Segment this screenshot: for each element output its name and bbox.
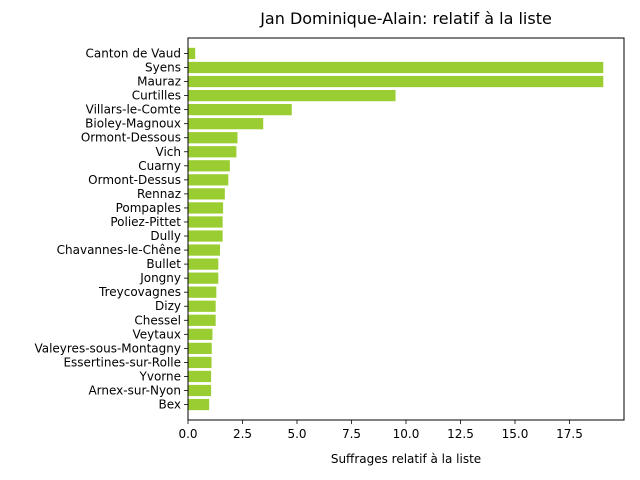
chart-title: Jan Dominique-Alain: relatif à la liste (259, 9, 552, 28)
bar (188, 258, 219, 270)
x-axis: 0.0 2.5 5.0 7.5 10.0 12.5 15.0 17.5 (178, 420, 583, 441)
x-tick-label: 5.0 (287, 427, 306, 441)
y-tick-label: Bullet (146, 257, 181, 271)
bars-group (188, 47, 604, 411)
y-tick-label: Curtilles (132, 89, 181, 103)
y-tick-label: Bioley-Magnoux (85, 117, 181, 131)
y-tick-label: Bex (158, 398, 181, 412)
x-tick-label: 15.0 (502, 427, 529, 441)
bar (188, 188, 225, 200)
plot-frame (187, 37, 625, 421)
y-tick-label: Arnex-sur-Nyon (88, 384, 181, 398)
y-tick-label: Ormont-Dessus (88, 173, 181, 187)
bar (188, 328, 213, 340)
y-tick-label: Treycovagnes (98, 285, 181, 299)
y-tick-label: Essertines-sur-Rolle (63, 355, 181, 369)
bar (188, 118, 264, 130)
y-tick-label: Dully (150, 229, 181, 243)
bar (188, 384, 212, 397)
bar (188, 61, 604, 74)
bar (188, 104, 292, 116)
x-axis-label: Suffrages relatif à la liste (331, 452, 481, 466)
bar (188, 272, 219, 284)
x-tick-label: 2.5 (233, 427, 252, 441)
y-tick-label: Ormont-Dessous (81, 131, 181, 145)
bar (188, 370, 212, 383)
bar (188, 132, 238, 144)
bar (188, 398, 210, 411)
y-tick-label: Rennaz (137, 187, 181, 201)
bar (188, 216, 223, 228)
x-tick-label: 17.5 (556, 427, 583, 441)
y-tick-label: Veytaux (132, 327, 181, 341)
y-axis: Canton de VaudSyensMaurazCurtillesVillar… (34, 46, 188, 412)
x-tick-label: 10.0 (393, 427, 420, 441)
x-tick-label: 12.5 (447, 427, 474, 441)
y-tick-label: Canton de Vaud (86, 46, 181, 60)
bar (188, 89, 396, 102)
y-tick-label: Chavannes-le-Chêne (57, 243, 181, 257)
bar (188, 286, 217, 298)
y-tick-label: Vich (156, 145, 181, 159)
x-tick-label: 7.5 (342, 427, 361, 441)
bar (188, 314, 216, 326)
y-tick-label: Mauraz (137, 75, 181, 89)
y-tick-label: Dizy (155, 299, 181, 313)
y-tick-label: Villars-le-Comte (86, 103, 181, 117)
y-tick-label: Jongny (139, 271, 181, 285)
bar (188, 342, 212, 354)
bar (188, 230, 223, 242)
bar (188, 146, 237, 158)
bar (188, 244, 221, 256)
y-tick-label: Poliez-Pittet (110, 215, 181, 229)
y-tick-label: Yvorne (139, 369, 181, 383)
x-tick-label: 0.0 (178, 427, 197, 441)
bar (188, 160, 230, 172)
y-tick-label: Valeyres-sous-Montagny (34, 341, 181, 355)
bar (188, 356, 212, 369)
y-tick-label: Pompaples (116, 201, 181, 215)
bar (188, 47, 196, 60)
bar (188, 300, 216, 312)
bar (188, 75, 604, 88)
y-tick-label: Chessel (134, 313, 181, 327)
y-tick-label: Cuarny (138, 159, 181, 173)
bar (188, 174, 229, 186)
y-tick-label: Syens (145, 60, 181, 74)
bar (188, 202, 224, 214)
